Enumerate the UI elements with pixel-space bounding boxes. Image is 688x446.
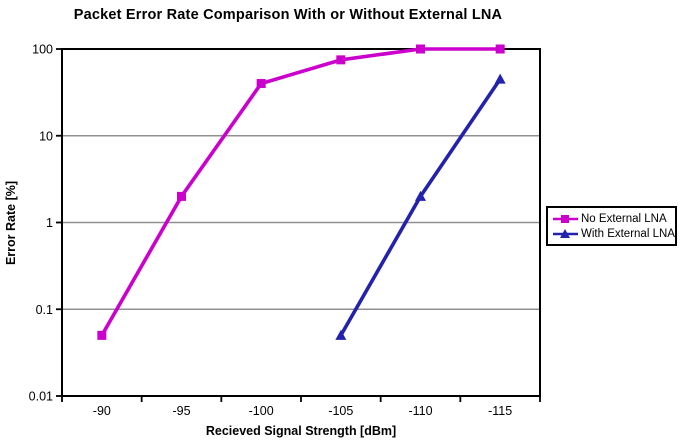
data-point-square-icon	[177, 191, 186, 201]
legend-box: No External LNA With External LNA	[546, 206, 677, 246]
x-tick-label: -90	[93, 404, 111, 418]
legend-item-with-external-lna: With External LNA	[552, 226, 675, 241]
y-tick-label: 100	[32, 43, 53, 57]
x-tick-label: -95	[172, 404, 190, 418]
x-tick-label: -115	[488, 404, 512, 418]
x-tick-label: -105	[328, 404, 353, 418]
y-tick-label: 0.01	[29, 390, 53, 404]
legend-label: No External LNA	[581, 212, 667, 225]
data-point-square-icon	[336, 55, 346, 65]
data-point-square-icon	[495, 44, 505, 54]
series-line-no-external-lna	[100, 47, 501, 337]
data-point-triangle-icon	[494, 73, 506, 84]
y-tick-label: 0.1	[36, 303, 53, 317]
legend-label: With External LNA	[581, 227, 675, 240]
x-axis-title: Recieved Signal Strength [dBm]	[205, 424, 397, 438]
data-point-triangle-icon	[335, 329, 347, 340]
data-point-square-icon	[97, 330, 107, 340]
data-point-square-icon	[256, 79, 266, 89]
x-tick-label: -100	[249, 404, 274, 418]
legend-marker-triangle-icon	[553, 228, 578, 238]
y-tick-label: 1	[46, 216, 53, 230]
data-point-square-icon	[416, 44, 425, 54]
series-line-with-external-lna	[339, 78, 502, 337]
legend-item-no-external-lna: No External LNA	[552, 211, 671, 226]
chart-title: Packet Error Rate Comparison With or Wit…	[73, 7, 503, 23]
legend-marker-square-icon	[553, 214, 578, 223]
data-point-triangle-icon	[415, 190, 426, 201]
y-tick-label: 10	[39, 129, 53, 143]
x-tick-label: -110	[408, 404, 432, 418]
